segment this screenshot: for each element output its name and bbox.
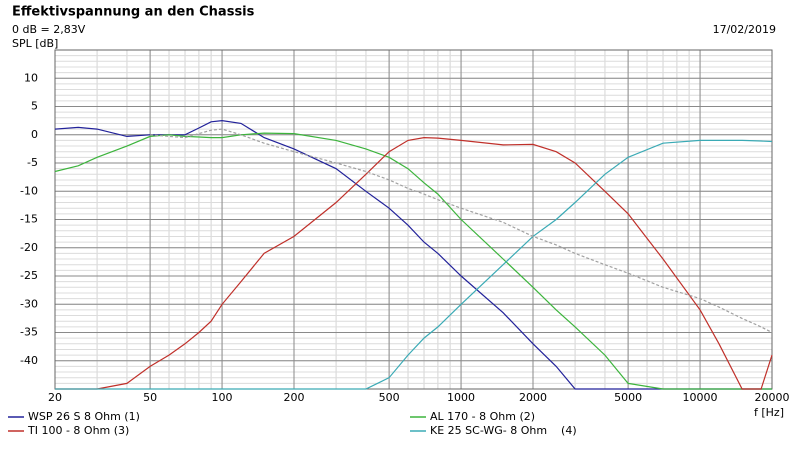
series-line [150,128,773,334]
x-tick-label: 200 [284,391,305,404]
x-tick-label: 5000 [614,391,642,404]
y-tick-label: -40 [20,354,38,367]
y-tick-label: -10 [20,184,38,197]
series-line [55,136,773,390]
x-tick-label: 50 [143,391,157,404]
series-line [54,132,772,390]
y-tick-label: -15 [20,213,38,226]
x-tick-label: 100 [212,391,233,404]
x-axis-label: f [Hz] [754,406,784,419]
x-tick-label: 2000 [519,391,547,404]
chart-subtitle: 0 dB = 2,83V [12,23,86,36]
legend-label: WSP 26 S 8 Ohm (1) [28,410,140,423]
y-tick-label: -35 [20,326,38,339]
y-tick-label: -20 [20,241,38,254]
y-tick-label: 5 [31,100,38,113]
y-tick-label: -5 [27,156,38,169]
y-tick-label: -30 [20,297,38,310]
x-tick-label: 20 [48,391,62,404]
y-axis-label: SPL [dB] [12,37,58,50]
y-tick-label: 10 [24,71,38,84]
legend-label: TI 100 - 8 Ohm (3) [27,424,129,437]
plot-border [54,49,773,390]
x-tick-label: 500 [379,391,400,404]
x-tick-label: 1000 [447,391,475,404]
legend-label: AL 170 - 8 Ohm (2) [430,410,535,423]
y-tick-label: -25 [20,269,38,282]
y-tick-label: 0 [31,128,38,141]
legend-label: KE 25 SC-WG- 8 Ohm (4) [430,424,577,437]
chart-title: Effektivspannung an den Chassis [12,5,255,20]
x-tick-label: 20000 [755,391,790,404]
series-line [55,139,773,390]
x-tick-label: 10000 [683,391,718,404]
chart-date: 17/02/2019 [713,23,776,36]
